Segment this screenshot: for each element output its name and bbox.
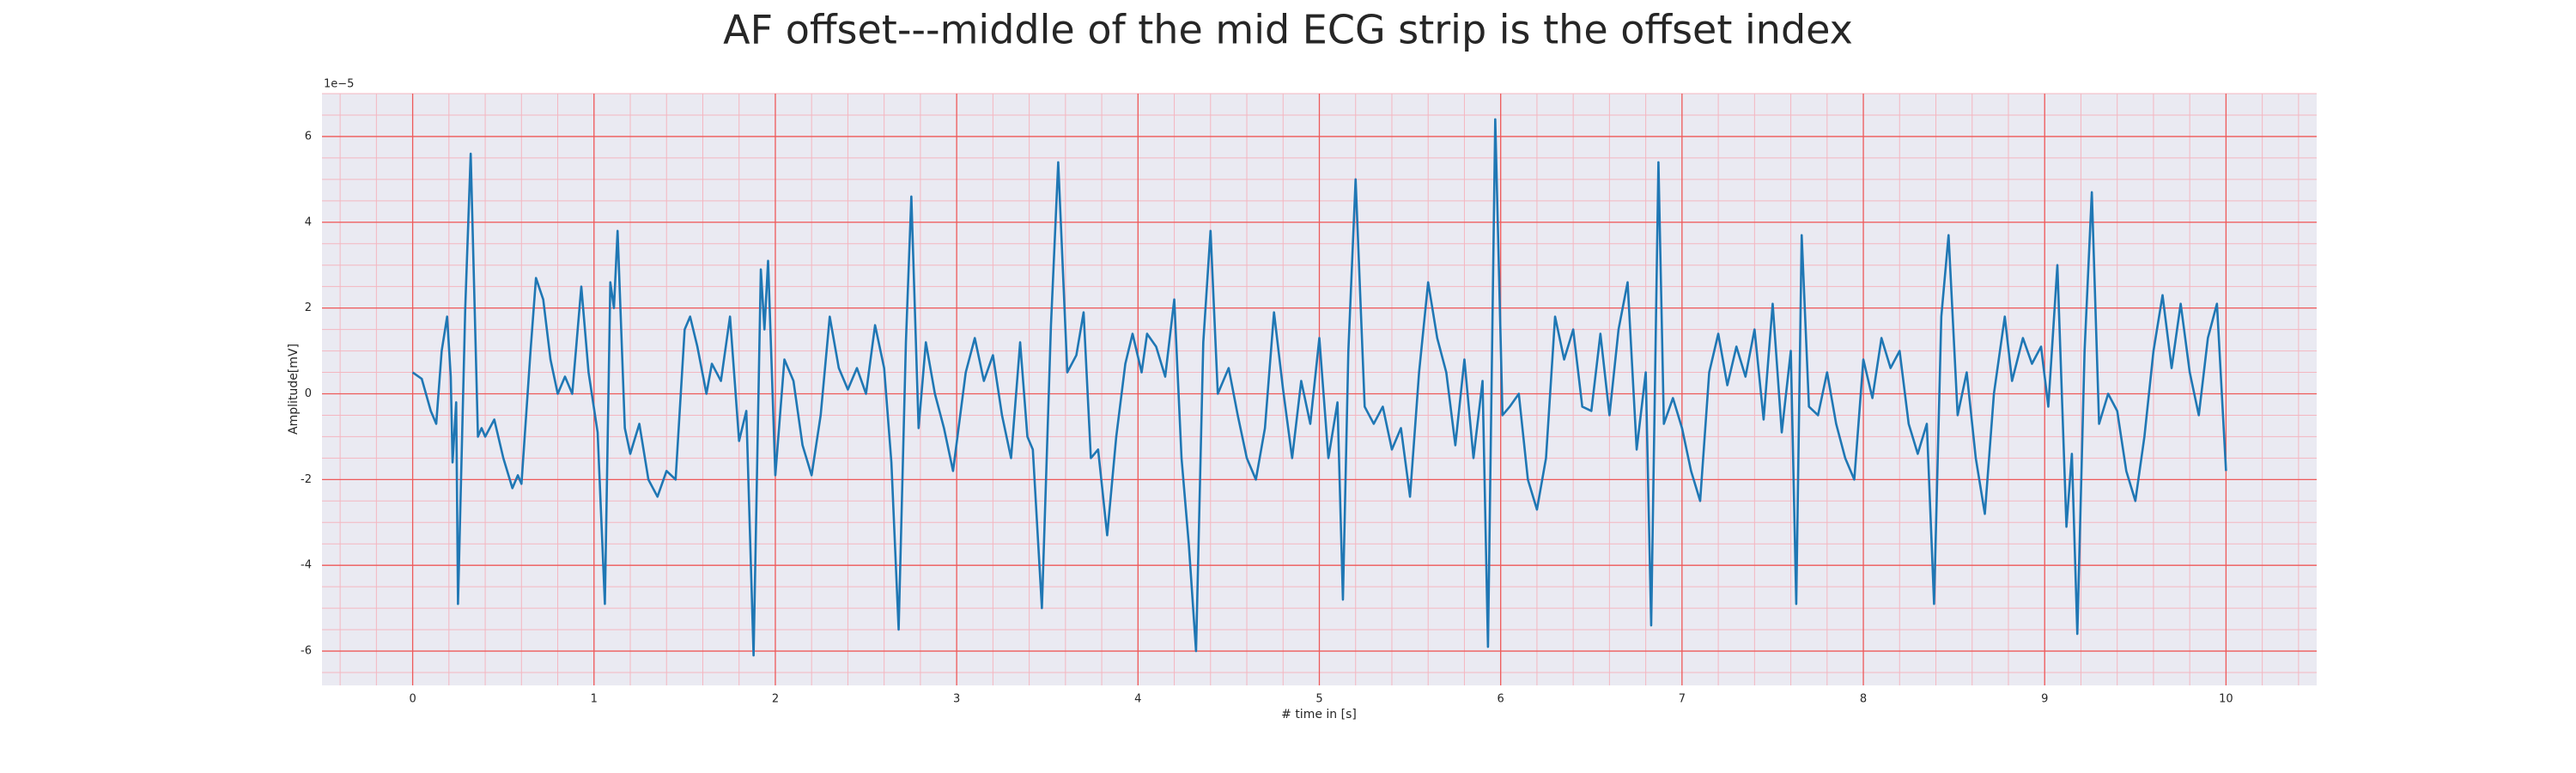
x-tick-label: 4 xyxy=(1134,693,1141,706)
x-tick-label: 9 xyxy=(2041,693,2048,706)
y-axis-label: Amplitude[mV] xyxy=(287,344,301,435)
y-tick-label: -2 xyxy=(301,473,312,486)
x-tick-label: 1 xyxy=(591,693,598,706)
x-axis-label: # time in [s] xyxy=(1281,708,1357,721)
x-tick-label: 2 xyxy=(772,693,779,706)
y-tick-label: -6 xyxy=(301,645,312,658)
x-tick-label: 8 xyxy=(1860,693,1867,706)
x-tick-label: 6 xyxy=(1498,693,1504,706)
y-tick-label: 0 xyxy=(305,387,312,400)
y-offset-label: 1e−5 xyxy=(324,78,354,91)
x-tick-label: 10 xyxy=(2219,693,2233,706)
x-tick-label: 7 xyxy=(1679,693,1686,706)
x-tick-label: 0 xyxy=(409,693,416,706)
series-line xyxy=(411,118,2227,657)
y-tick-label: 2 xyxy=(305,301,312,314)
y-tick-label: 4 xyxy=(305,216,312,228)
chart-title: AF offset---middle of the mid ECG strip … xyxy=(723,7,1853,53)
y-tick-label: 6 xyxy=(305,130,312,143)
y-tick-label: -4 xyxy=(301,559,312,572)
x-tick-label: 5 xyxy=(1315,693,1322,706)
x-tick-label: 3 xyxy=(953,693,960,706)
